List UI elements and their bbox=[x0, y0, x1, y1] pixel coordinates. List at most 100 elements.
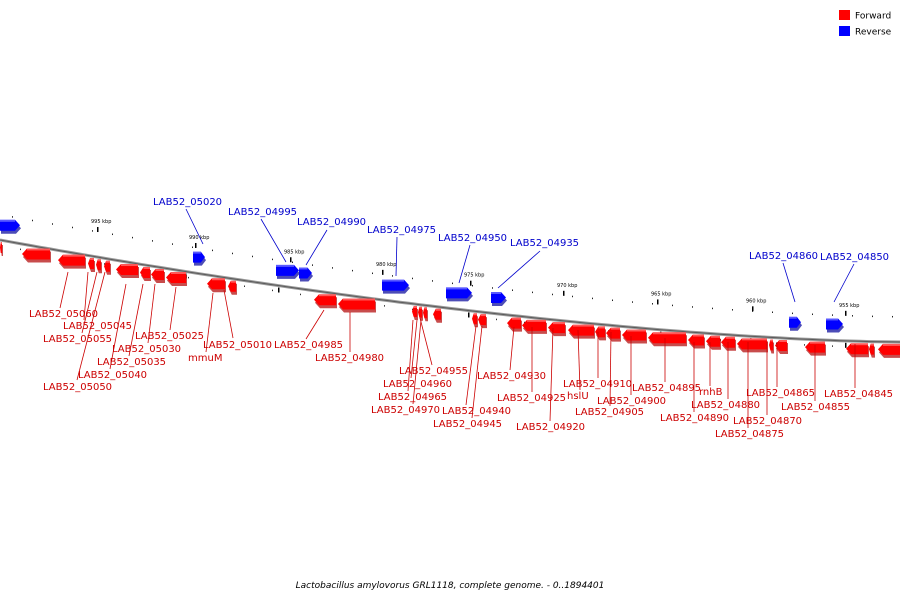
forward-gene[interactable] bbox=[22, 248, 51, 263]
forward-gene-label[interactable]: LAB52_05055 bbox=[43, 271, 112, 345]
forward-gene-highlight bbox=[553, 322, 565, 325]
forward-gene[interactable] bbox=[769, 339, 774, 354]
forward-gene-label[interactable]: LAB52_04945 bbox=[433, 325, 502, 430]
forward-gene-label[interactable]: LAB52_04930 bbox=[477, 326, 546, 382]
forward-gene-label[interactable]: LAB52_04965 bbox=[378, 319, 447, 403]
reverse-gene-label[interactable]: LAB52_04935 bbox=[497, 238, 579, 289]
forward-gene-label[interactable]: LAB52_04890 bbox=[660, 342, 729, 424]
forward-gene[interactable] bbox=[418, 306, 423, 321]
forward-gene[interactable] bbox=[338, 298, 376, 313]
forward-gene[interactable] bbox=[869, 343, 875, 358]
forward-gene[interactable] bbox=[88, 257, 95, 272]
forward-gene[interactable] bbox=[207, 278, 226, 293]
forward-gene-label[interactable]: LAB52_04925 bbox=[497, 327, 566, 404]
forward-gene-label[interactable]: LAB52_04895 bbox=[632, 338, 701, 394]
forward-gene-label[interactable]: LAB52_04880 bbox=[691, 342, 760, 411]
reverse-gene[interactable] bbox=[193, 251, 206, 266]
forward-gene[interactable] bbox=[478, 314, 487, 329]
forward-gene-label[interactable]: rnhB bbox=[699, 342, 723, 398]
forward-gene-label[interactable]: LAB52_05060 bbox=[29, 271, 98, 320]
forward-gene-label[interactable]: LAB52_04920 bbox=[516, 327, 585, 433]
forward-gene[interactable] bbox=[548, 322, 566, 337]
forward-gene-label[interactable]: LAB52_04875 bbox=[715, 342, 784, 440]
forward-gene[interactable] bbox=[412, 306, 418, 321]
forward-gene-label[interactable]: LAB52_05040 bbox=[78, 283, 147, 381]
forward-gene[interactable] bbox=[314, 294, 337, 309]
ruler: 995 kbp 990 kbp 985 kbp 980 kbp 975 kbp 970 k… bbox=[12, 216, 893, 349]
forward-gene[interactable] bbox=[878, 343, 900, 358]
forward-gene[interactable] bbox=[104, 260, 111, 275]
forward-gene[interactable] bbox=[805, 341, 826, 356]
forward-gene-label[interactable]: LAB52_04985 bbox=[274, 309, 343, 351]
forward-gene-label[interactable]: LAB52_05030 bbox=[112, 283, 181, 355]
forward-gene[interactable] bbox=[96, 259, 102, 274]
forward-gene-label[interactable]: LAB52_04870 bbox=[733, 342, 802, 427]
forward-gene-label[interactable]: LAB52_05010 bbox=[203, 289, 272, 351]
forward-gene-label[interactable]: LAB52_04980 bbox=[315, 312, 384, 364]
reverse-gene-highlight bbox=[446, 287, 467, 290]
forward-gene[interactable] bbox=[706, 335, 721, 350]
forward-gene-label-leader bbox=[577, 329, 581, 391]
forward-gene[interactable] bbox=[140, 266, 151, 281]
forward-gene-label[interactable]: LAB52_04940 bbox=[442, 325, 511, 417]
forward-gene-label[interactable]: LAB52_05025 bbox=[135, 286, 204, 342]
reverse-gene[interactable] bbox=[276, 264, 300, 279]
forward-gene-label[interactable]: LAB52_04900 bbox=[597, 336, 666, 407]
forward-gene[interactable] bbox=[472, 313, 478, 328]
forward-gene[interactable] bbox=[166, 271, 187, 286]
reverse-gene[interactable] bbox=[491, 291, 507, 306]
reverse-gene-label[interactable]: LAB52_04950 bbox=[438, 233, 507, 284]
forward-gene-label[interactable]: LAB52_04845 bbox=[824, 344, 893, 400]
reverse-gene-label[interactable]: LAB52_04975 bbox=[367, 225, 436, 277]
forward-gene-label[interactable]: LAB52_05035 bbox=[97, 283, 166, 368]
reverse-gene[interactable] bbox=[826, 318, 844, 333]
forward-gene-label-leader bbox=[83, 271, 89, 321]
reverse-gene[interactable] bbox=[382, 279, 410, 294]
forward-gene[interactable] bbox=[721, 336, 736, 351]
forward-gene-body bbox=[688, 334, 704, 346]
ruler-dot bbox=[592, 297, 593, 300]
forward-gene-label[interactable]: hslU bbox=[567, 329, 589, 402]
reverse-gene-label[interactable]: LAB52_04995 bbox=[228, 207, 297, 263]
reverse-gene[interactable] bbox=[0, 219, 21, 234]
forward-gene[interactable] bbox=[648, 332, 687, 347]
forward-gene[interactable] bbox=[522, 319, 547, 334]
forward-gene[interactable] bbox=[595, 326, 606, 341]
forward-gene-label[interactable]: LAB52_04905 bbox=[575, 331, 644, 418]
reverse-gene[interactable] bbox=[299, 267, 313, 282]
forward-gene[interactable] bbox=[846, 343, 869, 358]
reverse-gene[interactable] bbox=[446, 287, 473, 302]
reverse-gene-label[interactable]: LAB52_04860 bbox=[749, 251, 818, 303]
forward-gene-label[interactable]: LAB52_04865 bbox=[746, 342, 815, 399]
forward-gene-label[interactable]: LAB52_04955 bbox=[399, 317, 468, 377]
forward-gene[interactable] bbox=[606, 327, 621, 342]
forward-gene-label[interactable]: LAB52_04910 bbox=[563, 332, 632, 390]
reverse-gene-label[interactable]: LAB52_05020 bbox=[153, 197, 222, 245]
forward-gene[interactable] bbox=[433, 308, 442, 323]
forward-gene-label-text: LAB52_04905 bbox=[575, 407, 644, 418]
forward-gene[interactable] bbox=[568, 324, 595, 339]
forward-gene[interactable] bbox=[0, 242, 3, 256]
ruler-dot bbox=[112, 233, 113, 236]
reverse-gene[interactable] bbox=[789, 316, 802, 331]
reverse-gene-label-text: LAB52_04950 bbox=[438, 233, 507, 244]
reverse-gene-label[interactable]: LAB52_04990 bbox=[297, 217, 366, 266]
reverse-gene-label[interactable]: LAB52_04850 bbox=[820, 252, 889, 303]
forward-gene[interactable] bbox=[622, 329, 647, 344]
forward-gene-label[interactable]: LAB52_05045 bbox=[63, 271, 132, 332]
forward-gene[interactable] bbox=[737, 338, 768, 353]
forward-gene-label[interactable]: LAB52_04970 bbox=[371, 319, 440, 416]
forward-gene[interactable] bbox=[116, 264, 139, 279]
forward-gene-highlight bbox=[155, 269, 164, 272]
forward-gene-label[interactable]: LAB52_05050 bbox=[43, 271, 112, 393]
forward-gene-label[interactable]: mmuM bbox=[188, 292, 222, 364]
forward-gene-label[interactable]: LAB52_04855 bbox=[781, 345, 850, 413]
forward-gene[interactable] bbox=[228, 280, 237, 295]
forward-gene[interactable] bbox=[151, 269, 165, 284]
forward-gene[interactable] bbox=[58, 254, 86, 269]
forward-gene[interactable] bbox=[775, 339, 788, 354]
forward-gene[interactable] bbox=[688, 334, 705, 349]
forward-gene[interactable] bbox=[507, 317, 522, 332]
forward-gene[interactable] bbox=[423, 307, 428, 322]
forward-gene-label[interactable]: LAB52_04960 bbox=[383, 319, 452, 390]
